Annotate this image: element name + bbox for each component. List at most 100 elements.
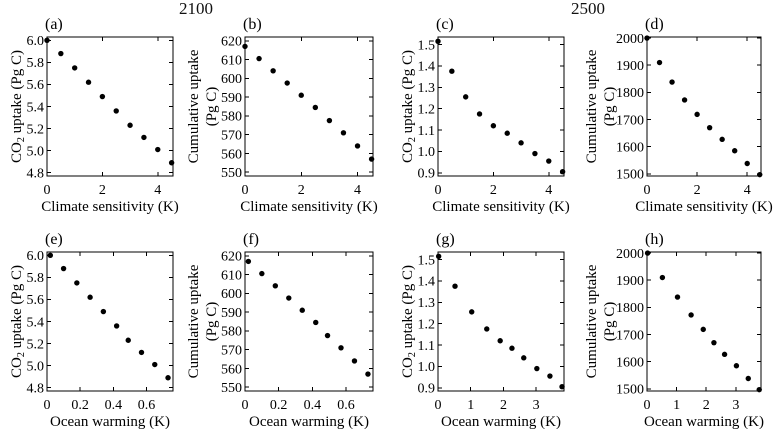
scatter-point bbox=[284, 80, 290, 86]
y-axis-label: Cumulative uptake bbox=[186, 264, 202, 378]
scatter-point bbox=[100, 308, 107, 315]
plot-box bbox=[46, 251, 174, 392]
subplot-f: (f) 0 0.2 0.4 0.6 550 560 570 580 590 600 610 620 Oce… bbox=[186, 215, 392, 429]
scatter-series bbox=[435, 38, 566, 175]
scatter-point bbox=[155, 146, 161, 153]
scatter-series bbox=[435, 253, 565, 390]
y-axis-label: Cumulative uptake bbox=[584, 264, 600, 378]
x-tick-label: 0.4 bbox=[105, 398, 123, 413]
y-tick-label: 1.4 bbox=[418, 275, 436, 290]
x-tick-label: 4 bbox=[744, 183, 751, 198]
scatter-point bbox=[681, 97, 688, 103]
panel-label: (d) bbox=[645, 16, 664, 33]
x-tick-label: 0 bbox=[242, 398, 249, 413]
y-axis-label: (Pg C) bbox=[204, 87, 220, 127]
x-tick-label: 2 bbox=[490, 183, 497, 198]
y-tick-label: 5.2 bbox=[27, 122, 45, 137]
scatter-point bbox=[644, 250, 651, 256]
plot-svg: (h) 0 1 2 3 1500 1600 1700 1800 1900 2000 Ocean war… bbox=[584, 231, 764, 429]
y-tick-label: 620 bbox=[221, 35, 242, 50]
scatter-point bbox=[532, 150, 538, 157]
x-tick-label: 0.2 bbox=[71, 398, 89, 413]
scatter-point bbox=[141, 134, 147, 141]
panel-label: (c) bbox=[436, 16, 454, 33]
x-tick-label: 0 bbox=[644, 398, 651, 413]
scatter-point bbox=[490, 123, 497, 129]
scatter-point bbox=[60, 265, 67, 272]
scatter-point bbox=[127, 122, 133, 128]
y-tick-label: 1900 bbox=[616, 274, 644, 289]
y-axis-label: CO2 uptake (Pg C) bbox=[400, 265, 418, 378]
x-axis-label: Climate sensitivity (K) bbox=[240, 199, 377, 215]
plot-box bbox=[437, 251, 565, 392]
x-tick-label: 0 bbox=[435, 183, 442, 198]
scatter-point bbox=[74, 280, 80, 286]
y-tick-label: 620 bbox=[221, 250, 242, 265]
scatter-point bbox=[259, 270, 265, 277]
subplot-b: (b) 0 2 4 550 560 570 580 590 600 610 620 Climate se… bbox=[186, 0, 392, 215]
scatter-point bbox=[58, 50, 64, 57]
scatter-point bbox=[85, 79, 92, 85]
scatter-point bbox=[152, 361, 158, 368]
y-tick-label: 1700 bbox=[616, 328, 644, 343]
x-axis-label: Climate sensitivity (K) bbox=[41, 199, 178, 215]
y-tick-label: 2000 bbox=[616, 247, 644, 262]
y-tick-label: 1.1 bbox=[418, 339, 436, 354]
scatter-point bbox=[435, 253, 442, 259]
y-tick-label: 600 bbox=[221, 72, 242, 87]
scatter-point bbox=[731, 148, 738, 154]
y-tick-label: 1.0 bbox=[418, 145, 436, 160]
scatter-point bbox=[365, 371, 371, 377]
y-tick-label: 1600 bbox=[616, 355, 644, 370]
y-tick-label: 1800 bbox=[616, 301, 644, 316]
scatter-point bbox=[138, 349, 145, 356]
y-tick-label: 1.3 bbox=[418, 81, 436, 96]
x-tick-label: 2 bbox=[500, 398, 507, 413]
x-tick-label: 0 bbox=[44, 398, 51, 413]
y-tick-label: 4.8 bbox=[27, 166, 45, 181]
scatter-point bbox=[559, 169, 566, 175]
y-tick-label: 1.5 bbox=[418, 38, 436, 53]
scatter-point bbox=[340, 130, 347, 136]
scatter-point bbox=[547, 373, 553, 379]
y-tick-label: 580 bbox=[221, 325, 242, 340]
y-tick-label: 570 bbox=[221, 128, 242, 143]
x-tick-label: 2 bbox=[298, 183, 305, 198]
scatter-point bbox=[719, 136, 725, 143]
y-tick-label: 2000 bbox=[616, 32, 644, 47]
scatter-point bbox=[449, 68, 455, 74]
scatter-point bbox=[351, 358, 358, 364]
scatter-point bbox=[721, 351, 728, 358]
x-tick-label: 0 bbox=[44, 183, 51, 198]
scatter-point bbox=[165, 375, 171, 381]
y-tick-label: 1700 bbox=[616, 113, 644, 128]
x-tick-label: 0 bbox=[644, 183, 651, 198]
y-tick-label: 550 bbox=[221, 381, 242, 396]
x-tick-label: 0.2 bbox=[270, 398, 288, 413]
scatter-point bbox=[113, 108, 119, 114]
plot-svg: (d) 0 2 4 1500 1600 1700 1800 1900 2000 Climate se… bbox=[584, 16, 773, 215]
y-tick-label: 5.4 bbox=[27, 100, 45, 115]
y-tick-label: 1.5 bbox=[418, 253, 436, 268]
scatter-point bbox=[168, 160, 175, 166]
y-tick-label: 5.6 bbox=[27, 293, 45, 308]
y-axis-label: CO2 uptake (Pg C) bbox=[400, 50, 418, 163]
scatter-point bbox=[546, 158, 552, 164]
y-tick-label: 1500 bbox=[616, 168, 644, 183]
y-axis-label: (Pg C) bbox=[204, 302, 220, 342]
y-tick-label: 560 bbox=[221, 147, 242, 162]
scatter-point bbox=[99, 93, 106, 100]
scatter-point bbox=[706, 124, 713, 131]
y-tick-label: 1.0 bbox=[418, 360, 436, 375]
y-tick-label: 560 bbox=[221, 362, 242, 377]
scatter-point bbox=[744, 160, 750, 167]
y-tick-label: 610 bbox=[221, 53, 242, 68]
y-tick-label: 1.4 bbox=[418, 60, 436, 75]
x-axis-label: Climate sensitivity (K) bbox=[432, 199, 569, 215]
panel-label: (b) bbox=[243, 16, 262, 33]
subplot-c: (c) 0 2 4 0.9 1.0 1.1 1.2 1.3 1.4 1.5 Climate sensi… bbox=[392, 0, 588, 215]
scatter-point bbox=[462, 94, 469, 100]
scatter-point bbox=[659, 274, 666, 281]
scatter-point bbox=[745, 375, 751, 382]
y-tick-label: 6.0 bbox=[27, 249, 45, 264]
